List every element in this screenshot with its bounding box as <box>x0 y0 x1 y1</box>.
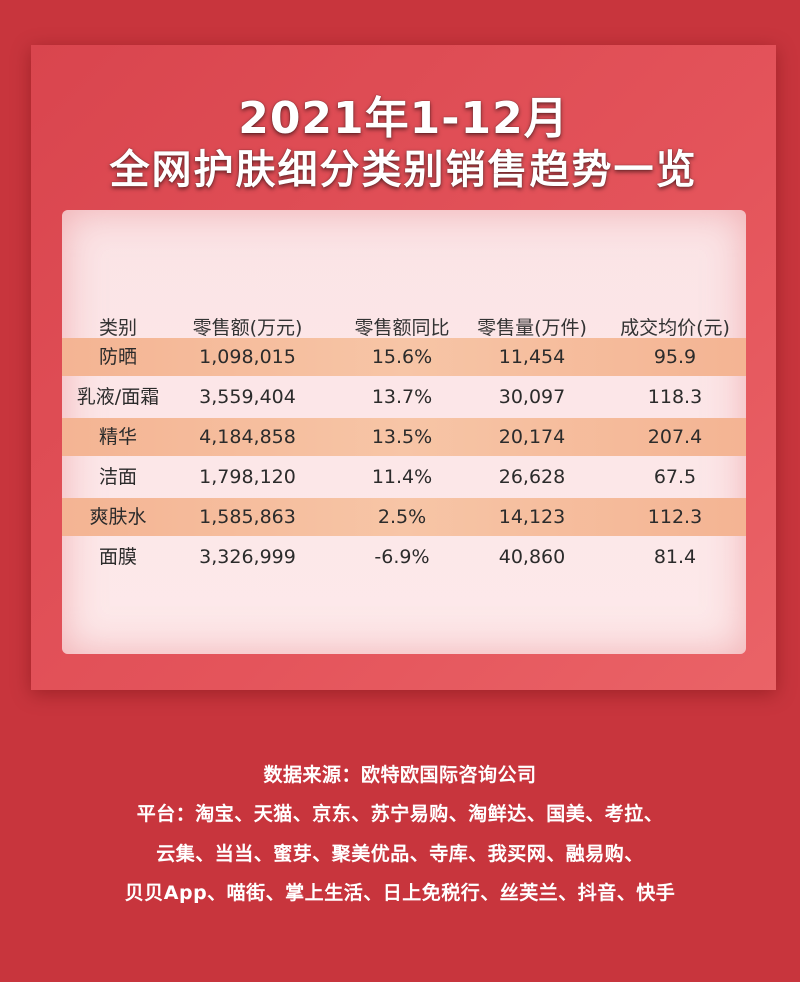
table-row: 面膜 3,326,999 -6.9% 40,860 81.4 <box>62 538 746 576</box>
cell-avg-price: 112.3 <box>647 506 703 528</box>
cell-avg-price: 207.4 <box>647 426 703 448</box>
cell-retail-sales-yoy: 11.4% <box>371 466 433 488</box>
cell-retail-sales: 3,326,999 <box>199 546 296 568</box>
header-retail-sales: 零售额(万元) <box>192 317 303 339</box>
header-retail-sales-yoy: 零售额同比 <box>354 317 450 339</box>
cell-retail-sales: 1,798,120 <box>199 466 296 488</box>
cell-retail-sales-yoy: 2.5% <box>377 506 427 528</box>
cell-retail-volume: 30,097 <box>498 386 566 408</box>
cell-category: 洁面 <box>98 466 137 488</box>
data-source: 数据来源：欧特欧国际咨询公司 <box>263 764 537 786</box>
header-retail-volume: 零售量(万件) <box>477 317 587 339</box>
header-avg-price: 成交均价(元) <box>620 317 730 339</box>
cell-retail-volume: 26,628 <box>498 466 566 488</box>
cell-category: 精华 <box>98 426 137 448</box>
data-table: 类别 零售额(万元) 零售额同比 零售量(万件) 成交均价(元) 防晒 1,09… <box>62 210 746 654</box>
table-row: 洁面 1,798,120 11.4% 26,628 67.5 <box>62 458 746 496</box>
cell-category: 面膜 <box>98 546 137 568</box>
cell-retail-sales-yoy: 15.6% <box>371 346 433 368</box>
table-row: 防晒 1,098,015 15.6% 11,454 95.9 <box>62 338 746 376</box>
platforms-line-3: 贝贝App、喵街、掌上生活、日上免税行、丝芙兰、抖音、快手 <box>124 882 676 904</box>
platforms-line-2: 云集、当当、蜜芽、聚美优品、寺库、我买网、融易购、 <box>156 843 644 865</box>
table-header: 类别 零售额(万元) 零售额同比 零售量(万件) 成交均价(元) <box>62 309 746 347</box>
cell-retail-sales: 1,585,863 <box>199 506 296 528</box>
cell-retail-volume: 40,860 <box>498 546 566 568</box>
table-row: 爽肤水 1,585,863 2.5% 14,123 112.3 <box>62 498 746 536</box>
cell-retail-volume: 11,454 <box>498 346 566 368</box>
cell-retail-volume: 14,123 <box>498 506 566 528</box>
cell-retail-sales: 3,559,404 <box>199 386 296 408</box>
page-title: 全网护肤细分类别销售趋势一览 <box>109 147 698 193</box>
table-row: 乳液/面霜 3,559,404 13.7% 30,097 118.3 <box>62 378 746 416</box>
cell-retail-volume: 20,174 <box>498 426 566 448</box>
cell-category: 防晒 <box>98 346 137 368</box>
cell-avg-price: 95.9 <box>653 346 697 368</box>
cell-avg-price: 67.5 <box>653 466 697 488</box>
cell-retail-sales: 1,098,015 <box>199 346 296 368</box>
cell-category: 爽肤水 <box>89 506 147 528</box>
page-title-year: 2021年1-12月 <box>238 93 569 144</box>
cell-retail-sales: 4,184,858 <box>199 426 296 448</box>
platforms-line-1: 平台：淘宝、天猫、京东、苏宁易购、淘鲜达、国美、考拉、 <box>136 803 664 825</box>
cell-retail-sales-yoy: 13.7% <box>371 386 433 408</box>
cell-retail-sales-yoy: 13.5% <box>371 426 433 448</box>
cell-avg-price: 81.4 <box>653 546 697 568</box>
cell-retail-sales-yoy: -6.9% <box>374 546 430 568</box>
table-row: 精华 4,184,858 13.5% 20,174 207.4 <box>62 418 746 456</box>
header-category: 类别 <box>98 317 137 339</box>
cell-avg-price: 118.3 <box>647 386 703 408</box>
cell-category: 乳液/面霜 <box>76 386 160 408</box>
